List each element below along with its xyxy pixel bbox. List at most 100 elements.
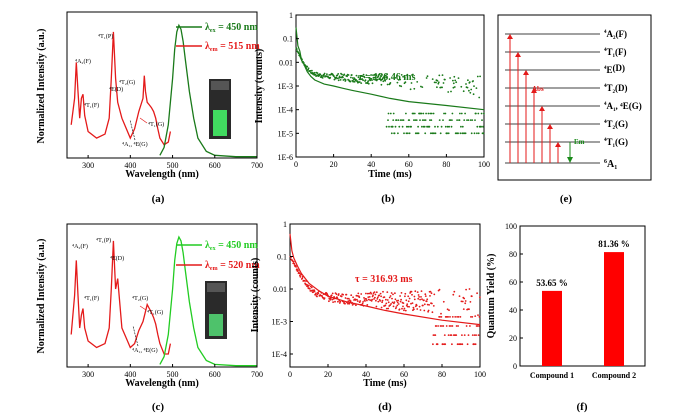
panel-c-x-ticks: 300 400 500 600 700	[82, 364, 263, 379]
panel-b-point	[410, 125, 412, 128]
panel-d-point	[348, 302, 351, 305]
panel-b-point	[420, 85, 422, 88]
panel-d-point	[451, 325, 454, 327]
panel-d-point	[435, 325, 438, 327]
panel-b-point	[398, 84, 401, 87]
panel-b-point	[441, 74, 444, 76]
panel-d-point	[332, 301, 334, 303]
panel-d-point	[331, 292, 334, 295]
panel-e-ground-term: A	[607, 159, 615, 170]
panel-e-level-term: A	[607, 101, 614, 111]
panel-d-point	[394, 298, 397, 301]
panel-b-point	[377, 75, 380, 78]
panel-d-xtick-label: 0	[288, 370, 292, 379]
panel-d-point	[442, 343, 444, 346]
panel-d-point	[458, 295, 461, 297]
panel-d-point	[384, 304, 387, 307]
panel-b-point	[466, 119, 468, 121]
panel-d-point	[424, 293, 427, 296]
panel-d-point	[447, 316, 449, 318]
panel-d-point	[379, 300, 382, 302]
panel-d-point	[367, 298, 370, 301]
panel-b-point	[458, 119, 461, 121]
panel-e-level-term: T	[607, 119, 613, 129]
panel-e-em-label: Em	[574, 138, 585, 146]
panel-b-point	[476, 125, 479, 128]
panel-c-pointer-a1	[132, 325, 139, 347]
panel-b-xtick-label: 20	[330, 160, 338, 169]
panel-d-point	[298, 272, 301, 275]
panel-e-abs-arrowhead	[507, 34, 513, 39]
panel-b-point	[436, 79, 439, 82]
panel-f-bar	[542, 290, 562, 366]
panel-d-point	[400, 298, 402, 301]
panel-e-abs-arrowhead	[555, 142, 561, 147]
panel-b-point	[409, 88, 412, 91]
panel-b-point	[369, 79, 372, 82]
panel-e-level-spin: 4	[604, 84, 607, 89]
panel-a-xtick-label: 700	[251, 161, 263, 170]
panel-d-ytick-label: 0.01	[273, 285, 287, 294]
panel-d-point	[464, 300, 467, 302]
panel-d-point	[459, 316, 462, 318]
panel-d-point	[363, 297, 365, 299]
panel-c-peak-t1f: ⁴T₁(F)	[84, 295, 99, 302]
panel-d-point	[414, 290, 417, 293]
panel-b-point	[406, 73, 409, 76]
panel-b-point	[415, 132, 418, 135]
panel-d-point	[399, 300, 402, 303]
panel-b-caption: (b)	[381, 193, 395, 205]
panel-d-point	[411, 293, 413, 296]
panel-a-peak-t2g: ⁴T₂(G)	[119, 79, 135, 86]
panel-c-series-1	[159, 235, 257, 367]
panel-e-level-spin: 4	[604, 66, 607, 71]
panel-b-point	[421, 119, 424, 121]
panel-d-point	[418, 305, 421, 308]
panel-d-point	[387, 301, 390, 304]
panel-e-level-spin: 4	[604, 102, 607, 107]
panel-d-caption: (d)	[378, 401, 392, 413]
panel-f-ytick-label: 60	[509, 278, 517, 287]
panel-b-point	[471, 119, 474, 121]
panel-d-point	[439, 325, 442, 327]
panel-d-xtick-label: 40	[362, 370, 370, 379]
panel-b-point	[374, 79, 377, 81]
panel-d-point	[366, 292, 369, 295]
panel-d-point	[342, 293, 344, 296]
panel-d-ytick-label: 1E-4	[271, 350, 287, 359]
panel-b-point	[402, 75, 404, 78]
panel-b-point	[475, 87, 478, 89]
panel-b-point	[460, 125, 462, 128]
panel-b-point	[410, 82, 413, 84]
panel-b-xtick-label: 40	[367, 160, 375, 169]
panel-b-point	[473, 132, 476, 135]
panel-e-level-rest: (D)	[615, 83, 628, 93]
panel-d-point	[350, 294, 353, 297]
panel-d-point	[393, 301, 396, 303]
panel-f-ytick-label: 40	[509, 306, 517, 315]
panel-d-point	[440, 316, 443, 318]
panel-b-point	[454, 79, 457, 82]
panel-b-point	[367, 82, 370, 85]
panel-e-level-sub: 1	[613, 108, 616, 113]
panel-b-point	[360, 82, 363, 84]
panel-d-tau: τ = 316.93 ms	[355, 274, 413, 285]
panel-b-point	[405, 125, 408, 128]
panel-e-level-sub: 2	[613, 90, 616, 95]
panel-e-level-label: 4T2(D)	[604, 83, 628, 95]
panel-b-point	[353, 80, 356, 83]
panel-f-value-label: 81.36 %	[598, 239, 630, 249]
panel-e-em-arrowhead	[567, 157, 573, 163]
panel-b-point	[466, 86, 469, 89]
panel-d-xlabel: Time (ms)	[363, 378, 406, 389]
panel-d-point	[410, 290, 413, 293]
panel-b-xtick-label: 0	[294, 160, 298, 169]
panel-d-point	[345, 293, 348, 296]
panel-b-point	[387, 119, 389, 121]
panel-d-point	[415, 304, 418, 307]
panel-a: 300 400 500 600 700 Wavelength (nm) Normaliz…	[36, 11, 263, 205]
panel-b-point	[476, 132, 478, 135]
panel-b-point	[388, 125, 390, 128]
panel-b-point	[421, 86, 424, 88]
panel-b-point	[430, 119, 433, 121]
